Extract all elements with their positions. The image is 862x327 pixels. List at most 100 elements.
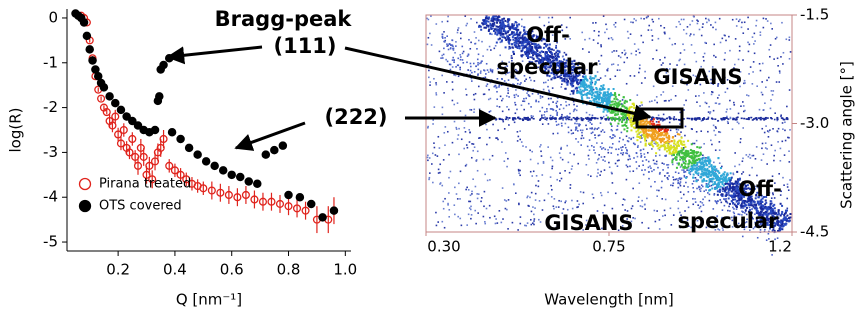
pixel <box>544 118 546 120</box>
pixel <box>569 172 571 174</box>
pixel <box>777 119 779 121</box>
pixel <box>762 94 764 96</box>
pixel <box>464 15 466 17</box>
pixel <box>593 39 595 41</box>
pixel <box>552 101 554 103</box>
pixel <box>632 103 634 105</box>
pixel <box>639 111 641 113</box>
pixel <box>593 149 595 151</box>
pixel <box>578 124 580 126</box>
pixel <box>630 33 632 35</box>
pixel <box>492 124 494 126</box>
pixel <box>773 204 775 206</box>
pixel <box>486 85 488 87</box>
pixel <box>576 81 578 83</box>
pixel <box>724 59 726 61</box>
pixel <box>641 102 643 104</box>
point <box>168 129 175 136</box>
pixel <box>519 47 521 49</box>
pixel <box>699 105 701 107</box>
pixel <box>659 228 661 230</box>
pixel <box>688 191 690 193</box>
pixel <box>632 205 634 207</box>
y-axis-label: log(R) <box>7 108 25 153</box>
pixel <box>557 101 559 103</box>
pixel <box>765 147 767 149</box>
pixel <box>687 186 689 188</box>
pixel <box>525 225 527 227</box>
pixel <box>447 21 449 23</box>
pixel <box>740 138 742 140</box>
pixel <box>696 155 698 157</box>
pixel <box>686 150 688 152</box>
pixel <box>782 128 784 130</box>
pixel <box>615 22 617 24</box>
pixel <box>441 21 443 23</box>
pixel <box>749 154 751 156</box>
pixel <box>717 120 719 122</box>
pixel <box>679 183 681 185</box>
pixel <box>740 105 742 107</box>
pixel <box>427 155 429 157</box>
pixel <box>515 192 517 194</box>
pixel <box>523 29 525 31</box>
pixel <box>646 133 648 135</box>
pixel <box>605 75 607 77</box>
pixel <box>515 27 517 29</box>
pixel <box>489 33 491 35</box>
pixel <box>620 152 622 154</box>
pixel <box>590 84 592 86</box>
pixel <box>529 118 531 120</box>
pixel <box>559 152 561 154</box>
pixel <box>648 227 650 229</box>
pixel <box>666 150 668 152</box>
pixel <box>552 109 554 111</box>
annotation: specular <box>497 55 599 79</box>
pixel <box>545 82 547 84</box>
pixel <box>492 25 494 27</box>
pixel <box>704 168 706 170</box>
pixel <box>704 196 706 198</box>
pixel <box>649 135 651 137</box>
pixel <box>503 30 505 32</box>
pixel <box>659 155 661 157</box>
pixel <box>556 105 558 107</box>
pixel <box>624 19 626 21</box>
pixel <box>728 36 730 38</box>
pixel <box>489 159 491 161</box>
pixel <box>566 105 568 107</box>
pixel <box>658 121 660 123</box>
pixel <box>560 200 562 202</box>
pixel <box>435 154 437 156</box>
pixel <box>556 113 558 115</box>
pixel <box>743 118 745 120</box>
pixel <box>447 131 449 133</box>
pixel <box>522 145 524 147</box>
pixel <box>785 140 787 142</box>
pixel <box>507 88 509 90</box>
pixel <box>703 143 705 145</box>
pixel <box>429 81 431 83</box>
pixel <box>499 32 501 34</box>
pixel <box>505 118 507 120</box>
pixel <box>450 171 452 173</box>
pixel <box>725 180 727 182</box>
pixel <box>750 66 752 68</box>
pixel <box>724 35 726 37</box>
pixel <box>713 130 715 132</box>
pixel <box>682 152 684 154</box>
pixel <box>789 129 791 131</box>
pixel <box>670 207 672 209</box>
pixel <box>613 98 615 100</box>
pixel <box>437 155 439 157</box>
pixel <box>759 109 761 111</box>
pixel <box>719 162 721 164</box>
point <box>83 32 90 39</box>
pixel <box>601 148 603 150</box>
pixel <box>541 114 543 116</box>
point <box>156 93 163 100</box>
pixel <box>552 87 554 89</box>
pixel <box>680 191 682 193</box>
y-tick-label: -4 <box>43 188 58 206</box>
pixel <box>537 163 539 165</box>
